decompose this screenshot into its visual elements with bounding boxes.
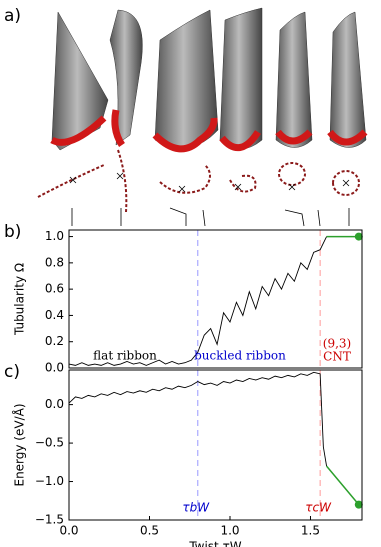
y-axis-label: Tubularity Ω (13, 263, 27, 336)
y-tick-label: 0.0 (45, 397, 64, 411)
y-tick-label: 0.6 (45, 282, 64, 296)
reference-label: τbW (182, 501, 210, 515)
annotation: (9,3) (323, 337, 351, 351)
end-marker (354, 500, 363, 509)
y-axis-label: Energy (eV/Å) (12, 403, 27, 486)
y-tick-label: 1.0 (45, 229, 64, 243)
y-tick-label: 0.8 (45, 255, 64, 269)
plot-frame (68, 369, 363, 521)
y-tick-label: 0.2 (45, 334, 64, 348)
y-tick-label: 0.0 (45, 361, 64, 375)
panel-label: a) (4, 6, 21, 26)
annotation: flat ribbon (93, 349, 157, 363)
series-line (68, 236, 327, 366)
x-tick-label: 1.0 (220, 524, 239, 538)
panel-label: c) (4, 362, 20, 382)
annotation: buckled ribbon (194, 349, 286, 363)
y-tick-label: −1.5 (35, 513, 64, 527)
annotation: CNT (323, 350, 351, 364)
series-line (326, 465, 360, 506)
x-tick-label: 0.0 (59, 524, 78, 538)
structures (37, 7, 368, 227)
y-tick-label: 0.4 (45, 308, 64, 322)
panel-label: b) (4, 222, 21, 242)
x-axis-label: Twist τW (188, 540, 241, 547)
y-tick-label: −1.0 (35, 474, 64, 488)
reference-label: τcW (305, 501, 332, 515)
end-marker (354, 232, 363, 241)
x-tick-label: 1.5 (301, 524, 320, 538)
y-tick-label: −0.5 (35, 436, 64, 450)
series-line (68, 371, 328, 467)
x-tick-label: 0.5 (140, 524, 159, 538)
plot-frame (68, 229, 363, 369)
